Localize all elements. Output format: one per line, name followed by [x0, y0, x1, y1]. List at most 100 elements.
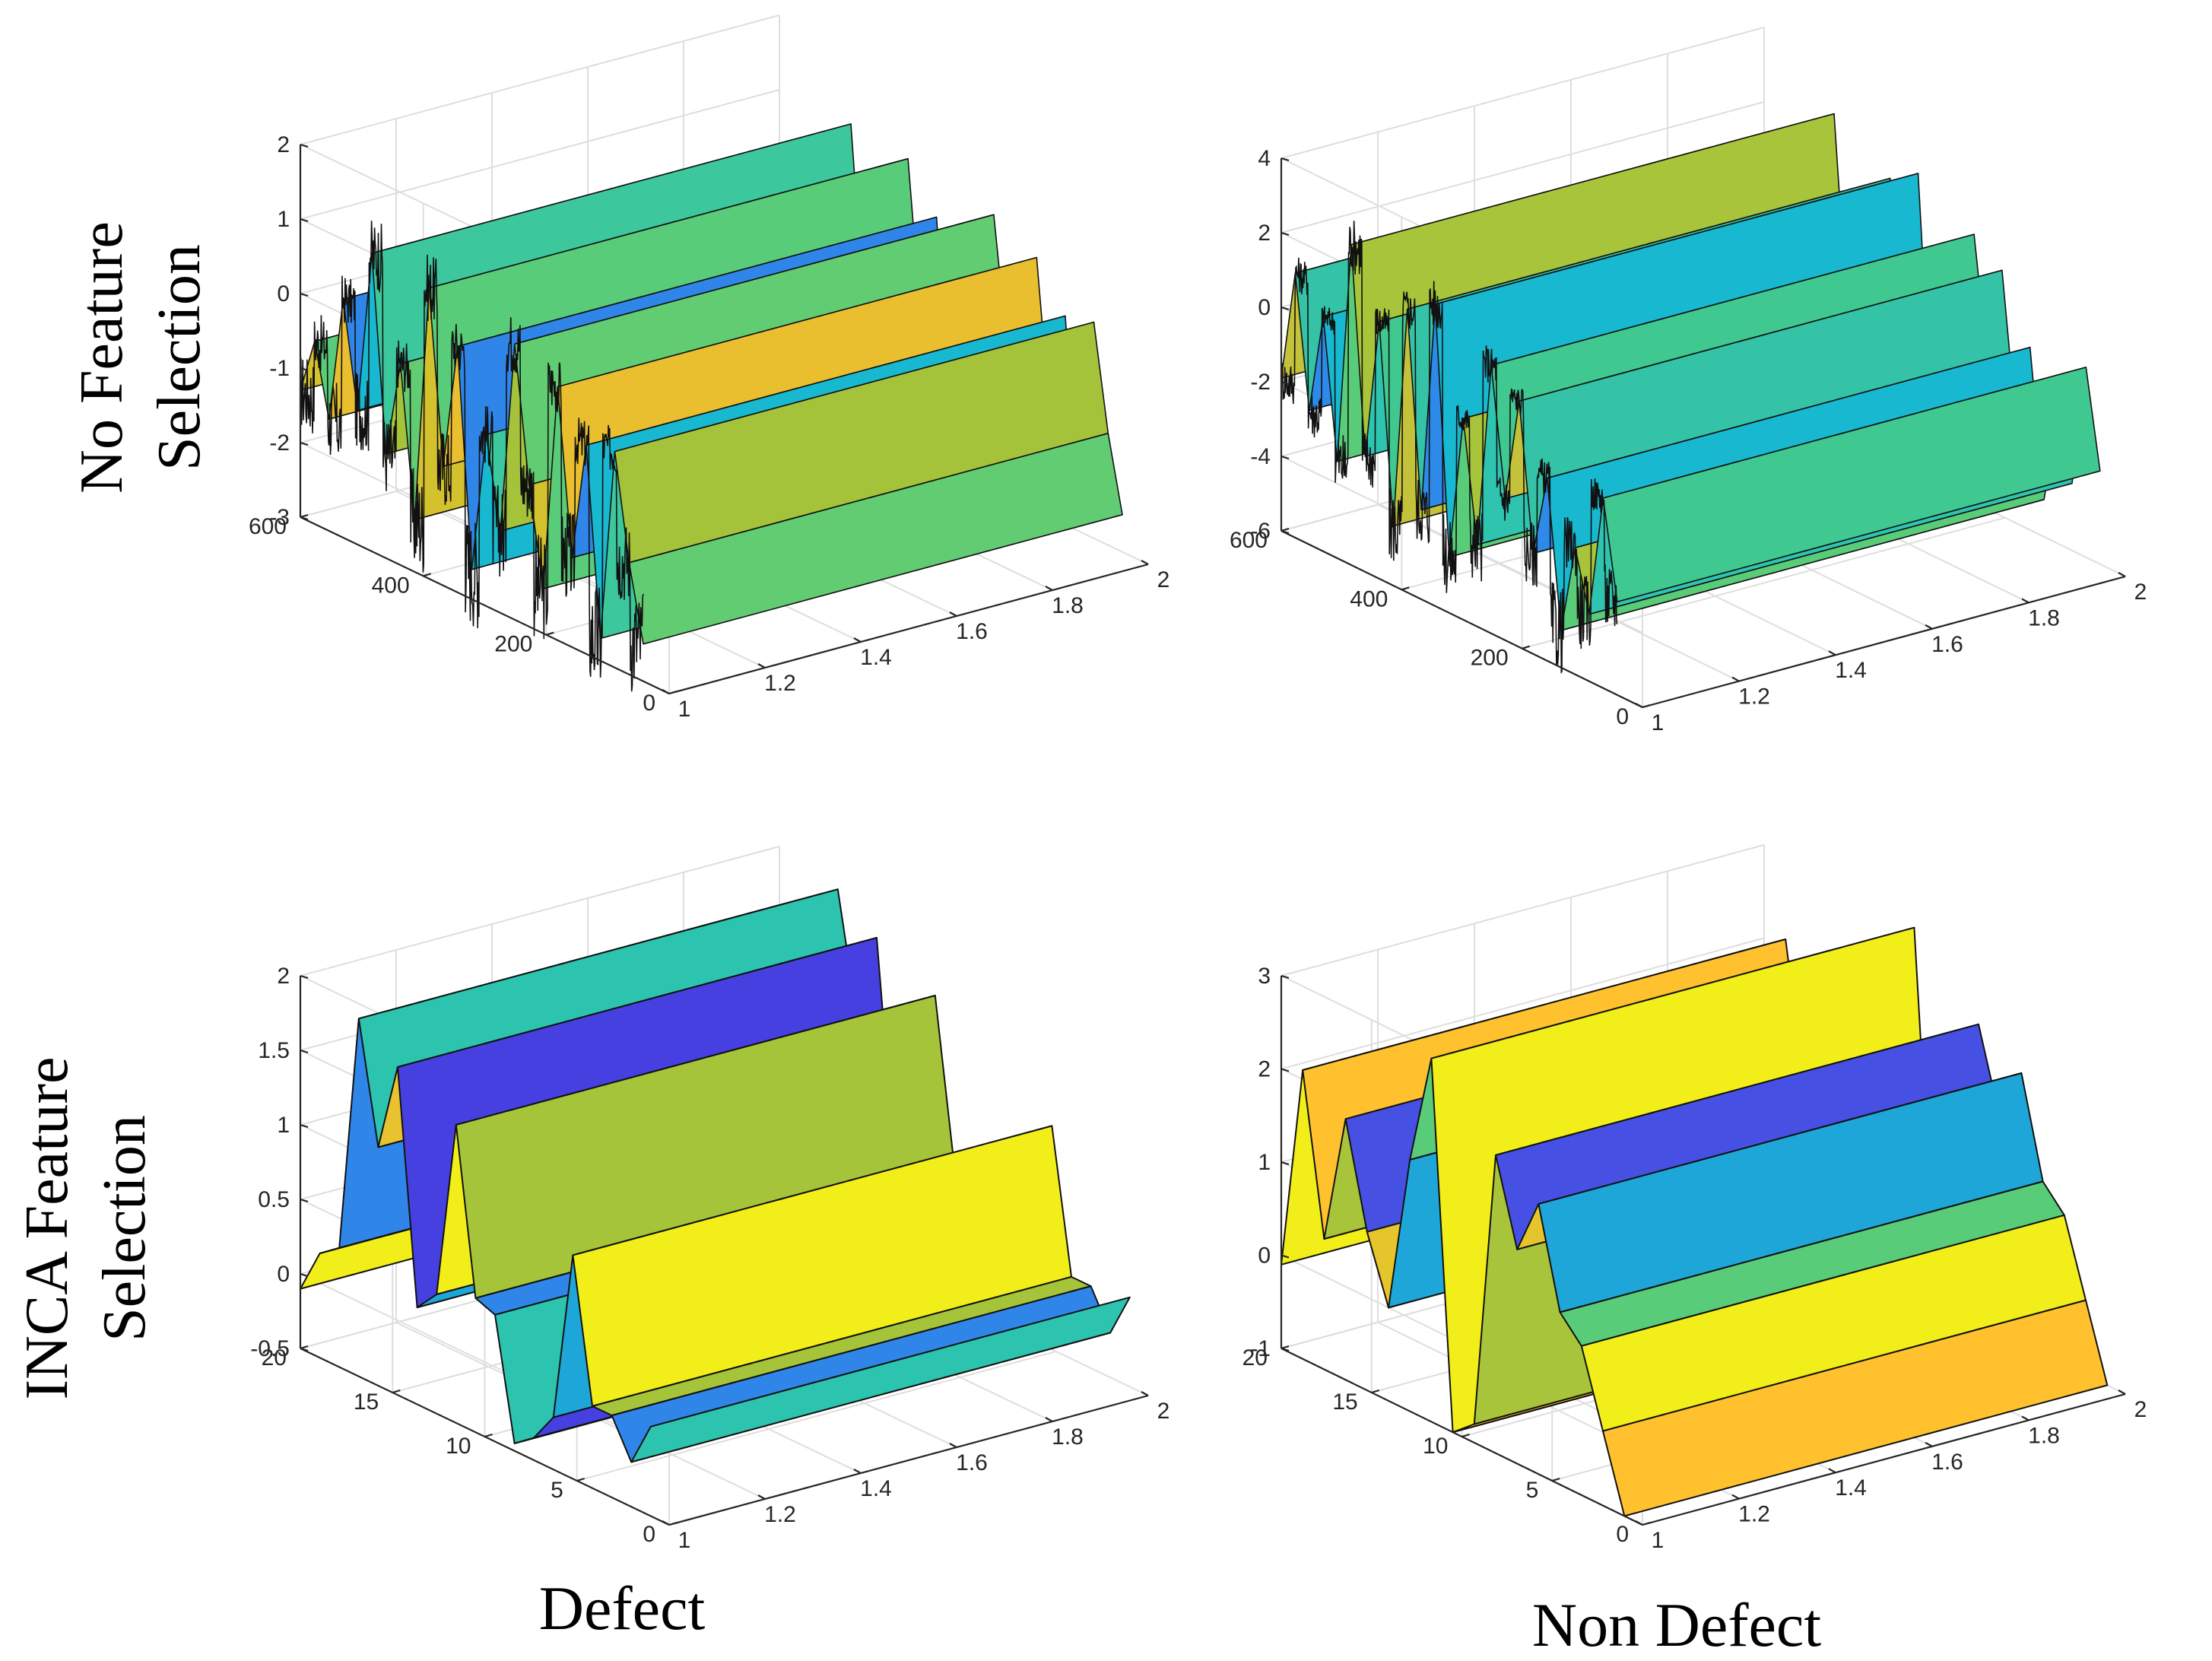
x-tick-label: 2 — [1157, 567, 1170, 592]
back-gridline-z — [300, 14, 780, 145]
z-tick-mark — [1281, 455, 1290, 460]
z-tick-mark — [300, 1198, 309, 1203]
z-tick-mark — [1281, 529, 1290, 535]
z-tick-mark — [1281, 1347, 1290, 1352]
z-tick-label: -6 — [1250, 519, 1271, 544]
raw-signal-line — [1281, 221, 1618, 675]
back-gridline-z — [300, 89, 780, 220]
x-tick-mark — [949, 611, 957, 617]
x-tick-label: 1.2 — [1738, 1502, 1770, 1527]
z-tick-label: 1 — [277, 1113, 290, 1138]
x-tick-label: 1.4 — [860, 645, 892, 670]
y-tick-mark — [1551, 1477, 1560, 1482]
x-tick-label: 1.6 — [956, 1450, 988, 1475]
x-tick-mark — [1828, 650, 1836, 656]
floor-gridline-x — [395, 491, 766, 669]
y-tick-label: 5 — [551, 1478, 563, 1503]
x-tick-mark — [1045, 586, 1053, 591]
z-tick-mark — [1281, 974, 1290, 980]
y-tick-label: 400 — [372, 573, 410, 598]
surface-strip — [1602, 367, 2101, 603]
x-tick-mark — [949, 1443, 957, 1448]
y-tick-label: 15 — [354, 1389, 379, 1415]
y-tick-mark — [1642, 703, 1651, 709]
z-tick-label: 2 — [1258, 1057, 1271, 1082]
x-tick-label: 1.8 — [1052, 593, 1084, 618]
y-axis-line — [300, 516, 670, 694]
x-tick-label: 1.4 — [1835, 658, 1867, 683]
row-label-inca-line1: INCA Feature — [14, 1056, 81, 1399]
z-tick-mark — [300, 367, 309, 372]
column-label-defect: Defect — [539, 1574, 706, 1643]
x-tick-label: 1.2 — [764, 671, 796, 696]
x-tick-label: 1.6 — [956, 619, 988, 644]
y-tick-label: 0 — [643, 1522, 655, 1547]
x-tick-mark — [1731, 676, 1740, 682]
x-tick-label: 1.2 — [764, 1502, 796, 1527]
z-tick-mark — [1281, 306, 1290, 311]
y-tick-mark — [484, 1433, 493, 1438]
x-tick-mark — [1141, 1391, 1149, 1396]
y-tick-label: 0 — [1616, 1522, 1629, 1547]
x-tick-mark — [757, 1494, 766, 1500]
z-tick-mark — [300, 441, 309, 446]
y-tick-mark — [546, 631, 554, 636]
y-tick-label: 0 — [643, 691, 655, 716]
z-tick-mark — [300, 1049, 309, 1054]
surface — [300, 123, 1123, 645]
z-tick-label: 0 — [1258, 1243, 1271, 1269]
y-tick-mark — [668, 690, 678, 695]
y-tick-mark — [1522, 645, 1530, 649]
z-tick-label: 0.5 — [258, 1187, 290, 1212]
x-tick-label: 2 — [2134, 580, 2147, 605]
y-tick-label: 10 — [446, 1434, 471, 1459]
side-gridline-z — [300, 1273, 670, 1451]
x-tick-label: 1 — [678, 697, 691, 722]
plot-no-feature-non-defect: 1 1.2 1.4 1.6 1.8 2 0 200 400 600-6 -4 -2 0 2 4 — [1230, 27, 2147, 735]
x-axis-line — [668, 1394, 1149, 1526]
z-tick-mark — [300, 218, 309, 223]
z-tick-mark — [1281, 1254, 1290, 1259]
x-tick-mark — [1635, 703, 1643, 708]
x-tick-mark — [853, 637, 862, 643]
y-tick-label: 10 — [1423, 1434, 1448, 1459]
back-gridline-z — [300, 846, 780, 977]
z-tick-label: 1 — [277, 207, 290, 232]
y-tick-mark — [1401, 586, 1410, 591]
y-tick-mark — [668, 1521, 678, 1526]
y-tick-mark — [1371, 1389, 1380, 1394]
y-tick-label: 20 — [262, 1345, 287, 1370]
y-tick-mark — [423, 573, 431, 577]
z-tick-label: 3 — [1258, 964, 1271, 989]
x-tick-label: 1.6 — [1931, 632, 1963, 657]
surface-strip — [1602, 1299, 2109, 1517]
floor-gridline-y — [576, 1351, 1057, 1482]
y-axis-line — [1281, 530, 1643, 708]
x-tick-label: 1.6 — [1931, 1450, 1963, 1475]
z-tick-label: -2 — [269, 430, 290, 456]
back-gridline-z — [1281, 101, 1765, 233]
y-tick-label: 600 — [249, 514, 287, 539]
z-tick-mark — [1281, 157, 1290, 162]
z-tick-mark — [300, 143, 309, 148]
y-tick-label: 200 — [1471, 646, 1509, 671]
x-tick-label: 2 — [2134, 1397, 2147, 1422]
y-tick-label: 400 — [1350, 586, 1388, 611]
x-tick-mark — [2021, 598, 2030, 604]
x-tick-mark — [1925, 624, 1933, 630]
x-tick-label: 2 — [1157, 1399, 1170, 1424]
z-tick-label: 1 — [1258, 1150, 1271, 1175]
surface — [1281, 926, 2109, 1517]
x-tick-mark — [2118, 572, 2126, 577]
z-tick-label: 4 — [1258, 146, 1271, 171]
y-tick-label: 20 — [1242, 1345, 1268, 1370]
row-label-inca-line2: Selection — [91, 1115, 158, 1342]
x-tick-mark — [1635, 1520, 1643, 1526]
x-tick-mark — [1045, 1417, 1053, 1422]
z-tick-label: 1.5 — [258, 1038, 290, 1063]
row-label-no-feature-line1: No Feature — [68, 221, 135, 494]
x-tick-label: 1.8 — [2028, 605, 2060, 630]
